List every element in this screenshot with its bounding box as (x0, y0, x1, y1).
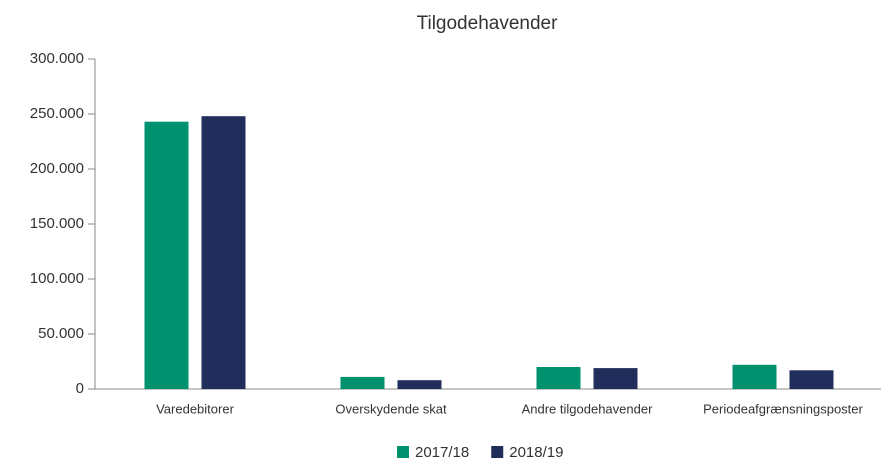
bar (789, 370, 834, 389)
bar (340, 376, 385, 389)
bar (397, 380, 442, 389)
legend-swatch (491, 446, 504, 458)
y-tick-label: 200.000 (30, 160, 84, 177)
chart-title: Tilgodehavender (417, 13, 559, 34)
x-tick-label: Varedebitorer (156, 401, 234, 416)
x-tick-label: Periodeafgrænsningsposter (703, 401, 863, 416)
legend-swatch (397, 446, 409, 458)
y-tick-label: 50.000 (38, 325, 84, 342)
bar (536, 367, 581, 389)
bar (201, 116, 246, 389)
y-tick-label: 300.000 (30, 50, 84, 67)
legend-label: 2017/18 (415, 444, 469, 460)
y-tick-label: 0 (76, 380, 84, 397)
y-tick-label: 100.000 (30, 270, 84, 287)
y-tick-label: 150.000 (30, 215, 84, 232)
x-tick-label: Overskydende skat (335, 401, 447, 416)
y-tick-label: 250.000 (30, 105, 84, 122)
x-tick-label: Andre tilgodehavender (522, 401, 653, 416)
legend-label: 2018/19 (509, 444, 563, 460)
bar (144, 121, 189, 389)
bar (593, 368, 638, 389)
bar (732, 364, 777, 389)
